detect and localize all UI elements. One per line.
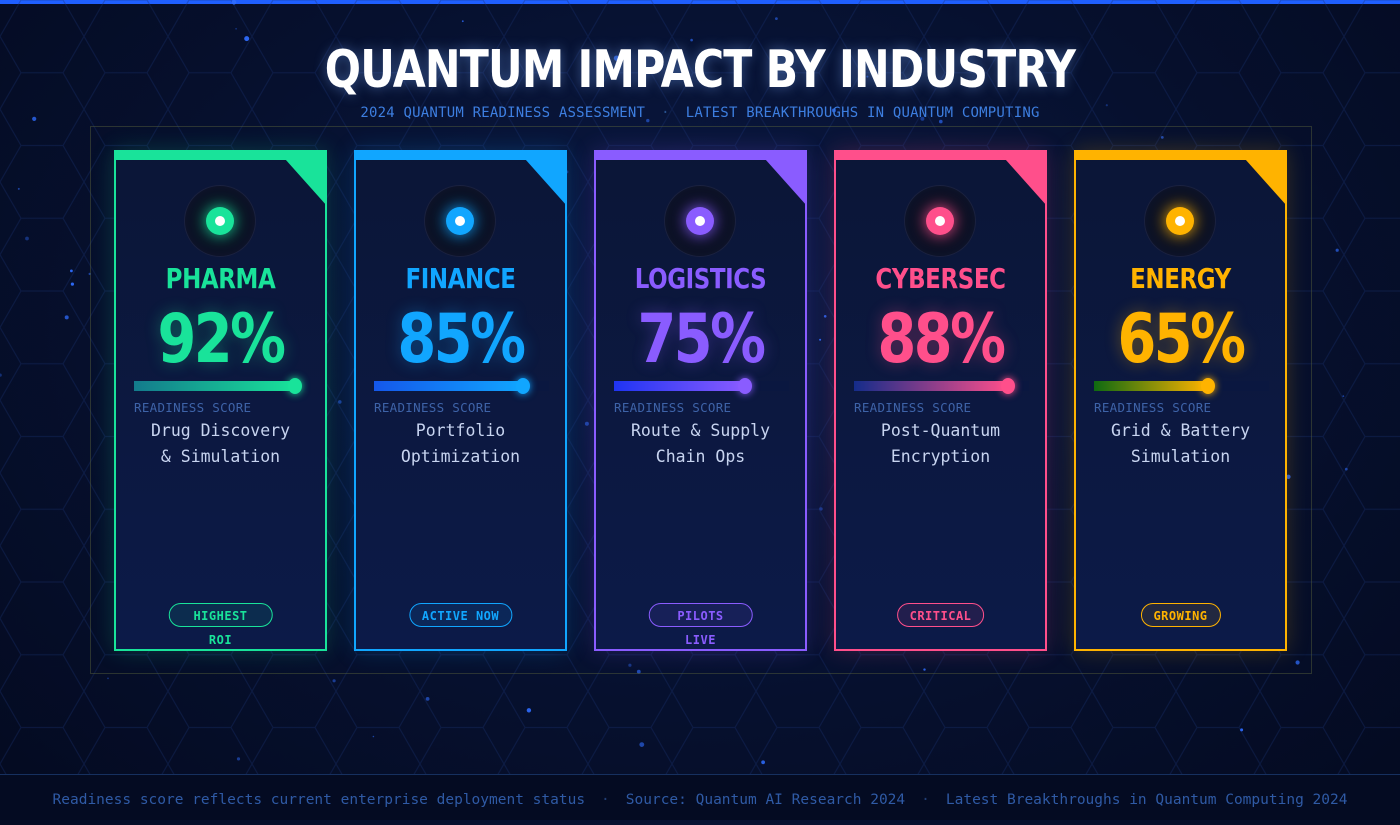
industry-name: LOGISTICS — [634, 262, 767, 295]
card-accent-bar — [1076, 152, 1285, 160]
use-case-line-1: Route & Supply — [630, 421, 771, 440]
card-accent-bar — [116, 152, 325, 160]
use-case-description: Route & Supply Chain Ops — [596, 418, 805, 470]
quantum-orb-icon — [184, 185, 256, 257]
cards-panel — [90, 126, 1312, 674]
readiness-bar-fill — [1094, 381, 1208, 391]
use-case-description: Portfolio Optimization — [356, 418, 565, 470]
quantum-orb-icon — [1144, 185, 1216, 257]
footer: Readiness score reflects current enterpr… — [0, 774, 1400, 820]
status-badge: HIGHEST ROI — [168, 603, 273, 647]
industry-name: ENERGY — [1130, 262, 1231, 295]
industry-name: FINANCE — [405, 262, 516, 295]
readiness-score-value: 65% — [1117, 300, 1246, 379]
readiness-bar-knob — [738, 378, 752, 394]
use-case-description: Post-Quantum Encryption — [836, 418, 1045, 470]
readiness-score-label: READINESS SCORE — [614, 400, 732, 415]
use-case-line-2: & Simulation — [160, 447, 281, 466]
subtitle-right: LATEST BREAKTHROUGHS IN QUANTUM COMPUTIN… — [685, 105, 1040, 121]
card-accent-bar — [356, 152, 565, 160]
card-corner-accent — [277, 150, 327, 206]
readiness-bar-fill — [134, 381, 295, 391]
page-title: QUANTUM IMPACT BY INDUSTRY — [324, 40, 1076, 100]
use-case-line-1: Drug Discovery — [150, 421, 291, 440]
readiness-score-value: 92% — [157, 300, 286, 379]
card-accent-bar — [836, 152, 1045, 160]
industry-name: PHARMA — [165, 262, 276, 295]
industry-card-cybersec: CYBERSEC 88% READINESS SCORE Post-Quantum En… — [834, 150, 1047, 651]
card-corner-accent — [757, 150, 807, 206]
readiness-bar-knob — [288, 378, 302, 394]
readiness-bar-knob — [516, 378, 530, 394]
readiness-bar-fill — [854, 381, 1008, 391]
readiness-bar-track — [854, 378, 1029, 394]
readiness-bar-track — [374, 378, 549, 394]
quantum-orb-icon — [424, 185, 496, 257]
readiness-score-value: 85% — [397, 300, 526, 379]
readiness-bar-fill — [614, 381, 745, 391]
readiness-score-value: 88% — [877, 300, 1006, 379]
industry-card-energy: ENERGY 65% READINESS SCORE Grid & Battery Si… — [1074, 150, 1287, 651]
industry-name: CYBERSEC — [875, 262, 1006, 295]
readiness-score-label: READINESS SCORE — [134, 400, 252, 415]
status-badge: GROWING — [1140, 603, 1221, 627]
use-case-line-2: Optimization — [400, 447, 521, 466]
readiness-bar-track — [134, 378, 309, 394]
footer-tagline: Latest Breakthroughs in Quantum Computin… — [945, 792, 1348, 808]
card-accent-bar — [596, 152, 805, 160]
use-case-description: Grid & Battery Simulation — [1076, 418, 1285, 470]
use-case-line-2: Chain Ops — [655, 447, 746, 466]
quantum-orb-icon — [664, 185, 736, 257]
readiness-score-label: READINESS SCORE — [1094, 400, 1212, 415]
status-badge: ACTIVE NOW — [408, 603, 513, 627]
status-badge: PILOTS LIVE — [648, 603, 753, 647]
readiness-bar-track — [614, 378, 789, 394]
footer-separator: · — [921, 792, 930, 808]
subtitle-left: 2024 QUANTUM READINESS ASSESSMENT — [360, 105, 646, 121]
footer-separator: · — [601, 792, 610, 808]
readiness-score-label: READINESS SCORE — [374, 400, 492, 415]
subtitle: 2024 QUANTUM READINESS ASSESSMENT · LATEST… — [0, 105, 1400, 121]
readiness-bar-fill — [374, 381, 523, 391]
use-case-description: Drug Discovery & Simulation — [116, 418, 325, 470]
footer-note: Readiness score reflects current enterpr… — [52, 792, 586, 808]
quantum-orb-icon — [904, 185, 976, 257]
use-case-line-2: Encryption — [890, 447, 991, 466]
industry-card-finance: FINANCE 85% READINESS SCORE Portfolio Optimi… — [354, 150, 567, 651]
card-corner-accent — [517, 150, 567, 206]
use-case-line-1: Grid & Battery — [1110, 421, 1251, 440]
readiness-bar-knob — [1201, 378, 1215, 394]
use-case-line-2: Simulation — [1130, 447, 1231, 466]
subtitle-separator: · — [661, 105, 670, 121]
footer-source: Source: Quantum AI Research 2024 — [625, 792, 906, 808]
readiness-score-label: READINESS SCORE — [854, 400, 972, 415]
card-corner-accent — [997, 150, 1047, 206]
card-corner-accent — [1237, 150, 1287, 206]
readiness-score-value: 75% — [637, 300, 766, 379]
readiness-bar-knob — [1001, 378, 1015, 394]
readiness-bar-track — [1094, 378, 1269, 394]
use-case-line-1: Post-Quantum — [880, 421, 1001, 440]
industry-card-pharma: PHARMA 92% READINESS SCORE Drug Discovery & … — [114, 150, 327, 651]
status-badge: CRITICAL — [896, 603, 985, 627]
industry-card-logistics: LOGISTICS 75% READINESS SCORE Route & Suppl… — [594, 150, 807, 651]
use-case-line-1: Portfolio — [415, 421, 506, 440]
